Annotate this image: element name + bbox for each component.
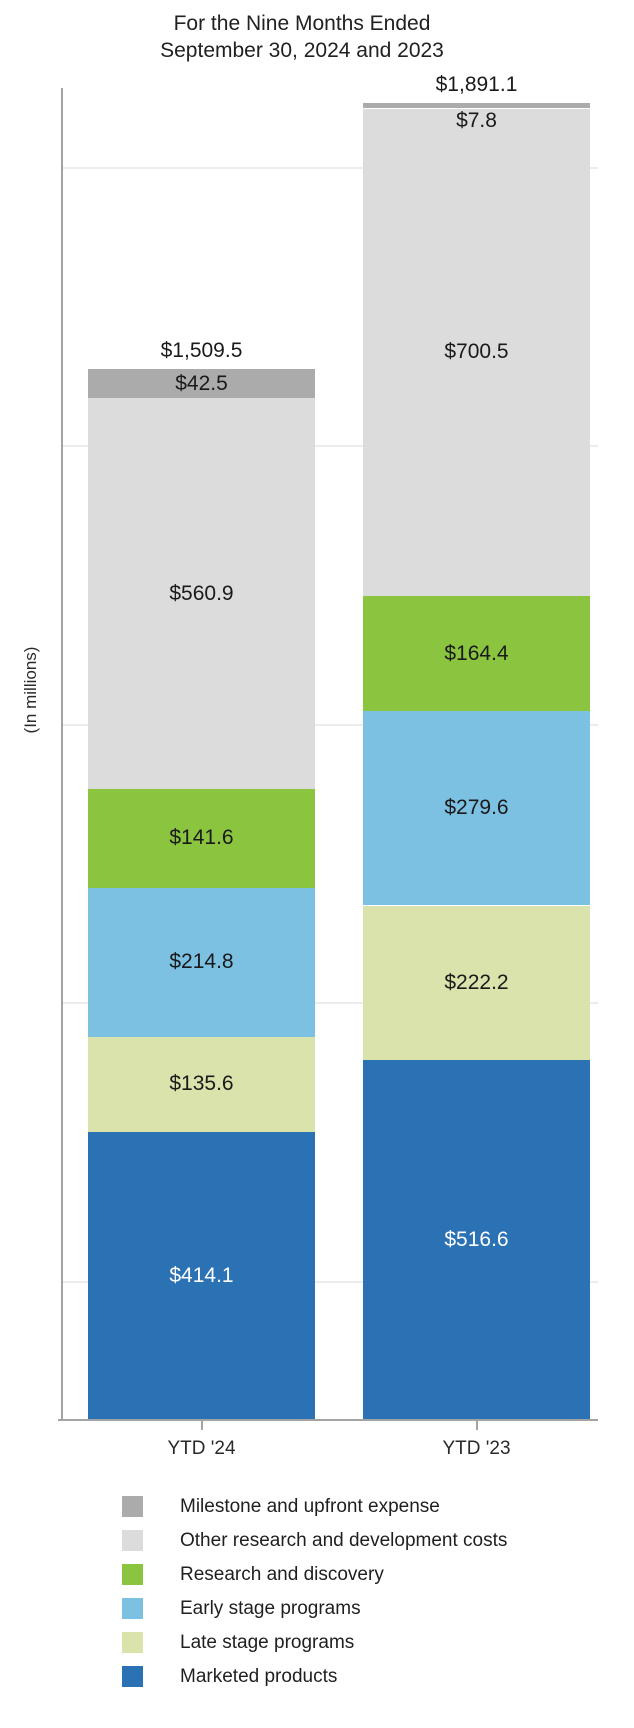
legend-swatch-icon [122, 1564, 143, 1585]
chart-title: For the Nine Months Ended September 30, … [0, 10, 604, 64]
segment-value-label: $164.4 [444, 641, 509, 665]
segment-value-label: $222.2 [444, 970, 509, 994]
segment-value-label: $7.8 [456, 109, 497, 133]
bar-segment: $214.8 [88, 887, 315, 1038]
x-tick-label: YTD '23 [442, 1438, 511, 1459]
x-axis-line [58, 1419, 598, 1421]
bar-segment: $414.1 [88, 1131, 315, 1420]
bar-segment: $135.6 [88, 1037, 315, 1132]
legend-label: Research and discovery [180, 1563, 384, 1585]
legend-label: Early stage programs [180, 1597, 361, 1619]
segment-value-label: $214.8 [169, 950, 234, 974]
y-axis-line [61, 88, 63, 1420]
legend-label: Other research and development costs [180, 1529, 508, 1551]
legend-label: Late stage programs [180, 1631, 355, 1653]
bar-segment: $516.6 [363, 1060, 590, 1420]
segment-value-label: $516.6 [444, 1228, 509, 1252]
legend: Milestone and upfront expense Other resea… [122, 1496, 507, 1700]
segment-value-label: $135.6 [169, 1072, 234, 1096]
bar-segment: $700.5 [363, 108, 590, 597]
segment-value-label: $42.5 [175, 371, 228, 395]
legend-item: Late stage programs [122, 1632, 507, 1653]
gridline [63, 445, 598, 447]
y-axis-label: (In millions) [21, 646, 40, 734]
bar-total-label: $1,509.5 [160, 338, 243, 362]
segment-value-label: $700.5 [444, 340, 509, 364]
chart-title-line1: For the Nine Months Ended [173, 12, 431, 35]
gridline [63, 723, 598, 726]
bar-segment: $560.9 [88, 398, 315, 789]
segment-value-label: $414.1 [169, 1263, 234, 1287]
bar-segment: $279.6 [363, 710, 590, 906]
legend-swatch-icon [122, 1496, 143, 1517]
legend-item: Marketed products [122, 1666, 507, 1687]
segment-value-label: $560.9 [169, 581, 234, 605]
x-tick [200, 1420, 203, 1430]
gridline [63, 1280, 598, 1283]
bar-segment: $42.5 [88, 368, 315, 399]
gridline [63, 166, 598, 169]
x-tick-label: YTD '24 [167, 1438, 236, 1459]
legend-swatch-icon [122, 1666, 143, 1687]
bar-segment: $164.4 [363, 596, 590, 711]
segment-value-label: $141.6 [169, 826, 234, 850]
bar-segment: $7.8 [363, 103, 590, 132]
chart-title-line2: September 30, 2024 and 2023 [160, 39, 444, 62]
legend-item: Early stage programs [122, 1598, 507, 1619]
legend-swatch-icon [122, 1598, 143, 1619]
legend-item: Milestone and upfront expense [122, 1496, 507, 1517]
legend-label: Marketed products [180, 1665, 338, 1687]
bar-segment: $141.6 [88, 789, 315, 888]
legend-swatch-icon [122, 1530, 143, 1551]
bar-segment: $222.2 [363, 905, 590, 1061]
segment-value-label: $279.6 [444, 796, 509, 820]
legend-item: Research and discovery [122, 1564, 507, 1585]
x-tick [475, 1420, 478, 1430]
legend-swatch-icon [122, 1632, 143, 1653]
legend-label: Milestone and upfront expense [180, 1495, 440, 1517]
legend-item: Other research and development costs [122, 1530, 507, 1551]
gridline [63, 1002, 598, 1005]
bar-total-label: $1,891.1 [435, 73, 518, 96]
